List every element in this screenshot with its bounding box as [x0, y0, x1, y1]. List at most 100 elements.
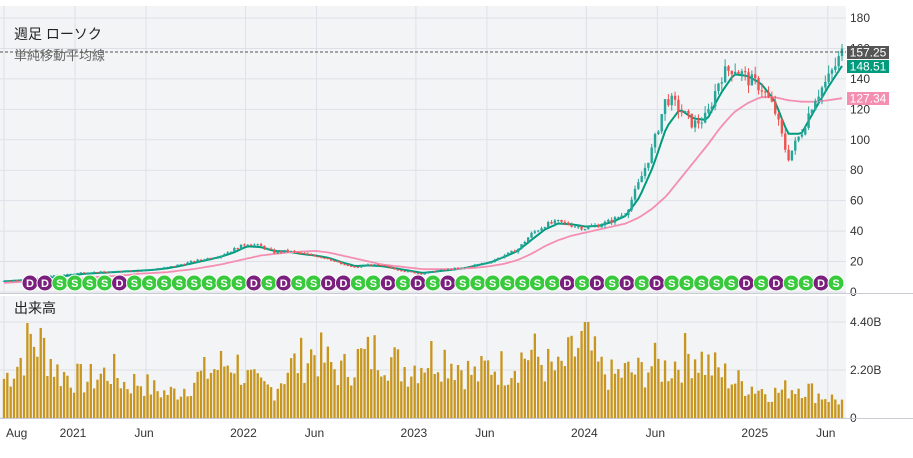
split-marker[interactable]: S — [663, 274, 681, 292]
split-marker[interactable]: S — [349, 274, 367, 292]
volume-bar — [233, 373, 236, 418]
candle-body — [16, 280, 19, 282]
dividend-marker[interactable]: D — [275, 274, 293, 292]
candle-body — [2, 281, 6, 283]
split-marker[interactable]: S — [290, 274, 308, 292]
split-marker[interactable]: S — [499, 274, 517, 292]
split-marker[interactable]: S — [170, 274, 188, 292]
svg-text:S: S — [788, 278, 795, 290]
price-tick-label: 120 — [850, 102, 870, 116]
svg-text:S: S — [235, 278, 242, 290]
split-marker[interactable]: S — [185, 274, 203, 292]
split-marker[interactable]: S — [140, 274, 158, 292]
split-marker[interactable]: S — [752, 274, 770, 292]
svg-text:D: D — [817, 278, 825, 290]
dividend-marker[interactable]: D — [111, 274, 129, 292]
volume-bar — [219, 350, 223, 418]
volume-bar — [289, 358, 293, 418]
dividend-marker[interactable]: D — [767, 274, 785, 292]
dividend-marker[interactable]: D — [36, 274, 54, 292]
volume-bar — [660, 381, 663, 418]
last-price-tag: 157.25 — [847, 46, 889, 60]
split-marker[interactable]: S — [51, 274, 69, 292]
candle-body — [730, 70, 734, 75]
split-marker[interactable]: S — [723, 274, 741, 292]
split-marker[interactable]: S — [782, 274, 800, 292]
split-marker[interactable]: S — [633, 274, 651, 292]
volume-bar — [737, 370, 740, 418]
split-marker[interactable]: S — [708, 274, 726, 292]
split-marker[interactable]: S — [528, 274, 546, 292]
dividend-marker[interactable]: D — [558, 274, 576, 292]
dividend-marker[interactable]: D — [21, 274, 39, 292]
dividend-marker[interactable]: D — [439, 274, 457, 292]
volume-bar — [366, 336, 370, 418]
dividend-marker[interactable]: D — [320, 274, 338, 292]
volume-bar — [713, 352, 717, 418]
candle-body — [543, 227, 547, 229]
volume-bar — [323, 362, 326, 418]
split-marker[interactable]: S — [96, 274, 114, 292]
split-marker[interactable]: S — [200, 274, 218, 292]
dividend-marker[interactable]: D — [648, 274, 666, 292]
split-marker[interactable]: S — [678, 274, 696, 292]
volume-bar — [129, 393, 133, 418]
dividend-marker[interactable]: D — [409, 274, 427, 292]
split-marker[interactable]: S — [394, 274, 412, 292]
split-marker[interactable]: S — [797, 274, 815, 292]
dividend-marker[interactable]: D — [618, 274, 636, 292]
dividend-marker[interactable]: D — [379, 274, 397, 292]
volume-bar — [800, 398, 804, 418]
split-marker[interactable]: S — [603, 274, 621, 292]
volume-bar — [780, 389, 784, 418]
candle-body — [383, 265, 386, 267]
split-marker[interactable]: S — [230, 274, 248, 292]
split-marker[interactable]: S — [543, 274, 561, 292]
candle-body — [516, 248, 520, 253]
split-marker[interactable]: S — [125, 274, 143, 292]
volume-bar — [119, 388, 123, 418]
split-marker[interactable]: S — [81, 274, 99, 292]
volume-bar — [293, 353, 296, 418]
svg-text:D: D — [444, 278, 452, 290]
split-marker[interactable]: S — [469, 274, 487, 292]
split-marker[interactable]: S — [484, 274, 502, 292]
dividend-marker[interactable]: D — [245, 274, 263, 292]
split-marker[interactable]: S — [827, 274, 845, 292]
split-marker[interactable]: S — [364, 274, 382, 292]
svg-text:D: D — [280, 278, 288, 290]
volume-bar — [490, 374, 493, 418]
split-marker[interactable]: S — [215, 274, 233, 292]
volume-bar — [216, 369, 219, 418]
split-marker[interactable]: S — [260, 274, 278, 292]
dividend-marker[interactable]: D — [588, 274, 606, 292]
dividend-marker[interactable]: D — [334, 274, 352, 292]
candle-body — [723, 66, 727, 83]
volume-bar — [102, 367, 106, 418]
volume-bar — [406, 386, 410, 418]
candle-body — [176, 264, 179, 267]
volume-bar — [577, 347, 580, 418]
split-marker[interactable]: S — [155, 274, 173, 292]
volume-bar — [72, 392, 76, 418]
svg-text:S: S — [355, 278, 362, 290]
split-marker[interactable]: S — [454, 274, 472, 292]
split-marker[interactable]: S — [693, 274, 711, 292]
candle-body — [733, 71, 737, 75]
volume-bar — [203, 356, 206, 418]
split-marker[interactable]: S — [514, 274, 532, 292]
split-marker[interactable]: S — [573, 274, 591, 292]
split-marker[interactable]: S — [424, 274, 442, 292]
candle-body — [62, 274, 66, 276]
split-marker[interactable]: S — [305, 274, 323, 292]
candle-body — [453, 267, 456, 270]
candle-body — [670, 95, 673, 106]
candle-body — [9, 280, 12, 282]
dividend-marker[interactable]: D — [737, 274, 755, 292]
dividend-marker[interactable]: D — [812, 274, 830, 292]
candle-body — [643, 167, 647, 177]
svg-text:S: S — [459, 278, 466, 290]
split-marker[interactable]: S — [66, 274, 84, 292]
volume-bar — [316, 376, 319, 418]
